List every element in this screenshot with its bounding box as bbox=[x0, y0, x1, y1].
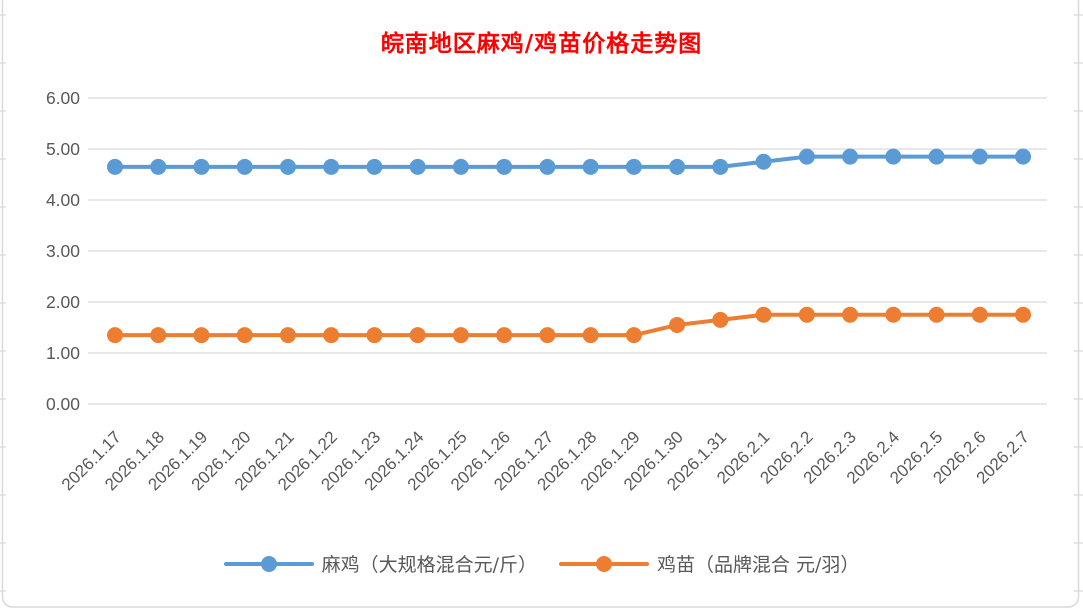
data-point-s1-16 bbox=[798, 306, 815, 323]
data-point-s1-19 bbox=[928, 306, 945, 323]
data-point-s0-19 bbox=[928, 148, 945, 165]
series-line-1 bbox=[115, 312, 1024, 338]
data-point-s1-18 bbox=[885, 306, 902, 323]
data-point-s1-9 bbox=[496, 327, 513, 344]
y-axis-tick-label: 4.00 bbox=[46, 190, 80, 210]
data-point-s0-10 bbox=[539, 158, 556, 175]
chart-title: 皖南地区麻鸡/鸡苗价格走势图 bbox=[380, 30, 703, 57]
y-axis-tick-label: 5.00 bbox=[46, 139, 80, 159]
data-point-s0-7 bbox=[409, 158, 426, 175]
y-axis-tick-label: 2.00 bbox=[46, 292, 80, 312]
y-axis-tick-label: 6.00 bbox=[46, 88, 80, 108]
legend-item-jimiao[interactable]: 鸡苗（品牌混合 元/羽） bbox=[558, 550, 860, 577]
data-point-s1-0 bbox=[107, 327, 123, 344]
data-point-s1-3 bbox=[236, 327, 253, 344]
data-point-s0-5 bbox=[323, 158, 340, 175]
data-point-s1-15 bbox=[755, 306, 772, 323]
data-point-s0-3 bbox=[236, 158, 253, 175]
data-point-s0-17 bbox=[842, 148, 859, 165]
data-point-s0-13 bbox=[669, 158, 686, 175]
data-point-s0-15 bbox=[755, 153, 772, 170]
chart-legend: 麻鸡（大规格混合元/斤） 鸡苗（品牌混合 元/羽） bbox=[0, 550, 1083, 577]
data-point-s0-16 bbox=[798, 148, 815, 165]
data-point-s1-1 bbox=[150, 327, 167, 344]
legend-marker-line-dot-orange bbox=[558, 555, 649, 572]
data-point-s0-0 bbox=[107, 158, 123, 175]
data-point-s1-13 bbox=[669, 316, 686, 333]
data-point-s1-7 bbox=[409, 327, 426, 344]
data-point-s0-4 bbox=[279, 158, 296, 175]
data-point-s1-10 bbox=[539, 327, 556, 344]
data-point-s1-17 bbox=[842, 306, 859, 323]
data-point-s1-2 bbox=[193, 327, 210, 344]
data-point-s1-14 bbox=[712, 311, 729, 328]
data-point-s0-11 bbox=[582, 158, 599, 175]
legend-item-majı[interactable]: 麻鸡（大规格混合元/斤） bbox=[223, 550, 537, 577]
data-point-s0-18 bbox=[885, 148, 902, 165]
data-point-s0-12 bbox=[625, 158, 642, 175]
data-point-s1-11 bbox=[582, 327, 599, 344]
data-point-s1-12 bbox=[625, 327, 642, 344]
data-point-s0-9 bbox=[496, 158, 513, 175]
legend-marker-line-dot-blue bbox=[223, 555, 314, 572]
data-point-s1-4 bbox=[279, 327, 296, 344]
series-line-0 bbox=[115, 154, 1024, 169]
data-point-s1-6 bbox=[366, 327, 383, 344]
data-point-s0-8 bbox=[452, 158, 469, 175]
data-point-s0-14 bbox=[712, 158, 729, 175]
y-axis-tick-label: 3.00 bbox=[46, 241, 80, 261]
data-point-s0-20 bbox=[971, 148, 988, 165]
y-axis-tick-label: 0.00 bbox=[46, 394, 80, 414]
legend-label-series2: 鸡苗（品牌混合 元/羽） bbox=[656, 554, 860, 576]
legend-label-series1: 麻鸡（大规格混合元/斤） bbox=[321, 554, 537, 576]
data-point-s1-5 bbox=[323, 327, 340, 344]
data-point-s0-1 bbox=[150, 158, 167, 175]
data-point-s0-2 bbox=[193, 158, 210, 175]
y-axis-tick-label: 1.00 bbox=[46, 343, 80, 363]
data-point-s0-21 bbox=[1015, 148, 1032, 165]
data-point-s1-20 bbox=[971, 306, 988, 323]
data-point-s1-21 bbox=[1015, 306, 1032, 323]
data-point-s0-6 bbox=[366, 158, 383, 175]
data-point-s1-8 bbox=[452, 327, 469, 344]
